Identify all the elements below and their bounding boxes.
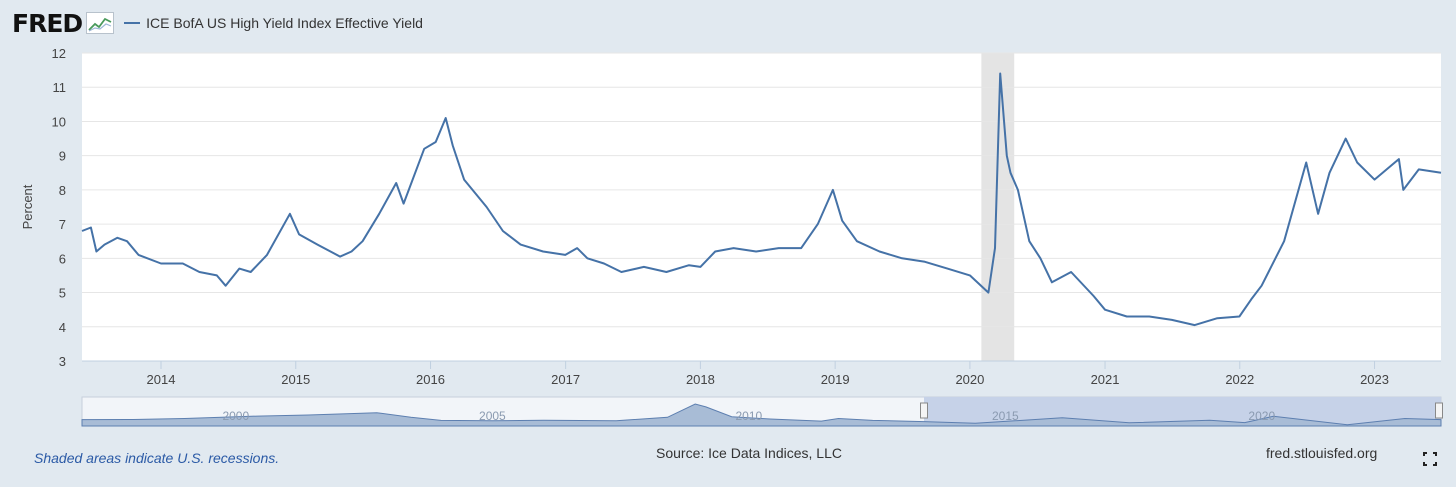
- legend-label: ICE BofA US High Yield Index Effective Y…: [146, 15, 423, 31]
- recession-note: Shaded areas indicate U.S. recessions.: [34, 450, 280, 466]
- navigator-tick-label: 2015: [992, 409, 1019, 423]
- x-tick-label: 2021: [1091, 372, 1120, 387]
- recession-band: [981, 53, 1015, 361]
- y-tick-label: 9: [59, 149, 66, 164]
- y-tick-label: 4: [59, 320, 66, 335]
- x-tick-label: 2015: [281, 372, 310, 387]
- legend-swatch: [124, 22, 141, 24]
- navigator-tick-label: 2000: [222, 409, 249, 423]
- navigator-tick-label: 2020: [1248, 409, 1275, 423]
- x-tick-label: 2016: [416, 372, 445, 387]
- x-tick-label: 2022: [1225, 372, 1254, 387]
- navigator-tick-label: 2010: [736, 409, 763, 423]
- y-axis-label: Percent: [20, 184, 35, 229]
- navigator-tick-label: 2005: [479, 409, 506, 423]
- x-tick-label: 2017: [551, 372, 580, 387]
- y-tick-label: 3: [59, 354, 66, 369]
- y-tick-label: 10: [52, 114, 66, 129]
- y-tick-label: 11: [53, 80, 67, 95]
- y-tick-label: 8: [59, 183, 66, 198]
- x-tick-label: 2019: [821, 372, 850, 387]
- chart-header: FRED ICE BofA US High Yield Index Effect…: [12, 6, 423, 40]
- site-link[interactable]: fred.stlouisfed.org: [1266, 445, 1378, 461]
- y-tick-label: 6: [59, 251, 66, 266]
- chart-line-icon: [86, 12, 115, 34]
- legend-item[interactable]: ICE BofA US High Yield Index Effective Y…: [124, 15, 423, 31]
- source-note: Source: Ice Data Indices, LLC: [656, 445, 842, 461]
- fred-logo[interactable]: FRED: [12, 8, 83, 38]
- y-tick-label: 5: [59, 286, 66, 301]
- x-tick-label: 2023: [1360, 372, 1389, 387]
- plot-background: [82, 53, 1441, 361]
- x-tick-label: 2020: [955, 372, 984, 387]
- navigator-series: [81, 403, 1442, 427]
- series-line: [81, 72, 1442, 327]
- navigator-handle[interactable]: [920, 402, 929, 419]
- x-tick-label: 2018: [686, 372, 715, 387]
- x-tick-label: 2014: [147, 372, 176, 387]
- navigator-handle[interactable]: [1435, 402, 1443, 419]
- y-tick-label: 12: [52, 46, 66, 61]
- y-tick-label: 7: [59, 217, 66, 232]
- chart-area: 3 4 5 6 7 8 9 10 11 12 2014 2015 2016 2017 2018 2019 202…: [20, 46, 1443, 427]
- fullscreen-icon[interactable]: [1423, 452, 1437, 466]
